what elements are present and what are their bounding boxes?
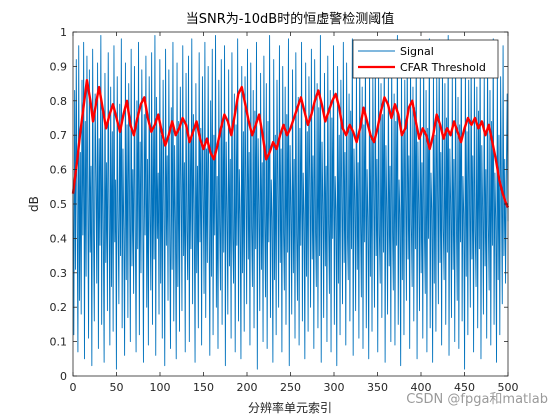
series-signal-line xyxy=(72,34,509,370)
x-axis-ticks: 0 50 100 150 200 250 300 350 400 450 500 xyxy=(70,32,519,394)
x-tick-label: 300 xyxy=(324,381,345,394)
y-tick-label: 0.3 xyxy=(50,267,68,280)
y-axis-label: dB xyxy=(27,196,41,212)
x-tick-label: 400 xyxy=(411,381,432,394)
x-tick-label: 350 xyxy=(367,381,388,394)
x-tick-label: 500 xyxy=(498,381,519,394)
y-tick-label: 0.6 xyxy=(50,164,68,177)
y-tick-label: 0 xyxy=(60,370,67,383)
legend-label-cfar: CFAR Threshold xyxy=(400,61,486,74)
watermark: CSDN @fpga和matlab xyxy=(406,392,548,407)
series-layer xyxy=(71,34,510,370)
x-tick-label: 150 xyxy=(193,381,214,394)
legend-box xyxy=(352,39,499,79)
legend-label-signal: Signal xyxy=(400,45,434,58)
y-tick-label: 1 xyxy=(60,26,67,39)
y-tick-label: 0.5 xyxy=(50,198,68,211)
x-tick-label: 250 xyxy=(280,381,301,394)
y-tick-label: 0.9 xyxy=(50,60,68,73)
y-tick-label: 0.8 xyxy=(50,95,68,108)
series-cfar-threshold-line xyxy=(71,78,510,208)
legend: Signal CFAR Threshold xyxy=(352,39,499,79)
y-tick-label: 0.7 xyxy=(50,129,68,142)
x-tick-label: 100 xyxy=(150,381,171,394)
y-tick-label: 0.1 xyxy=(50,336,68,349)
x-tick-label: 50 xyxy=(110,381,124,394)
y-tick-label: 0.2 xyxy=(50,301,68,314)
chart-title: 当SNR为-10dB时的恒虚警检测阈值 xyxy=(186,11,394,27)
x-tick-label: 450 xyxy=(454,381,475,394)
y-axis-ticks: 0 0.1 0.2 0.3 0.4 0.5 0.6 0.7 0.8 0.9 1 xyxy=(50,26,508,383)
y-tick-label: 0.4 xyxy=(50,232,68,245)
x-tick-label: 0 xyxy=(70,381,77,394)
x-tick-label: 200 xyxy=(237,381,258,394)
x-axis-label: 分辨率单元索引 xyxy=(248,400,332,415)
